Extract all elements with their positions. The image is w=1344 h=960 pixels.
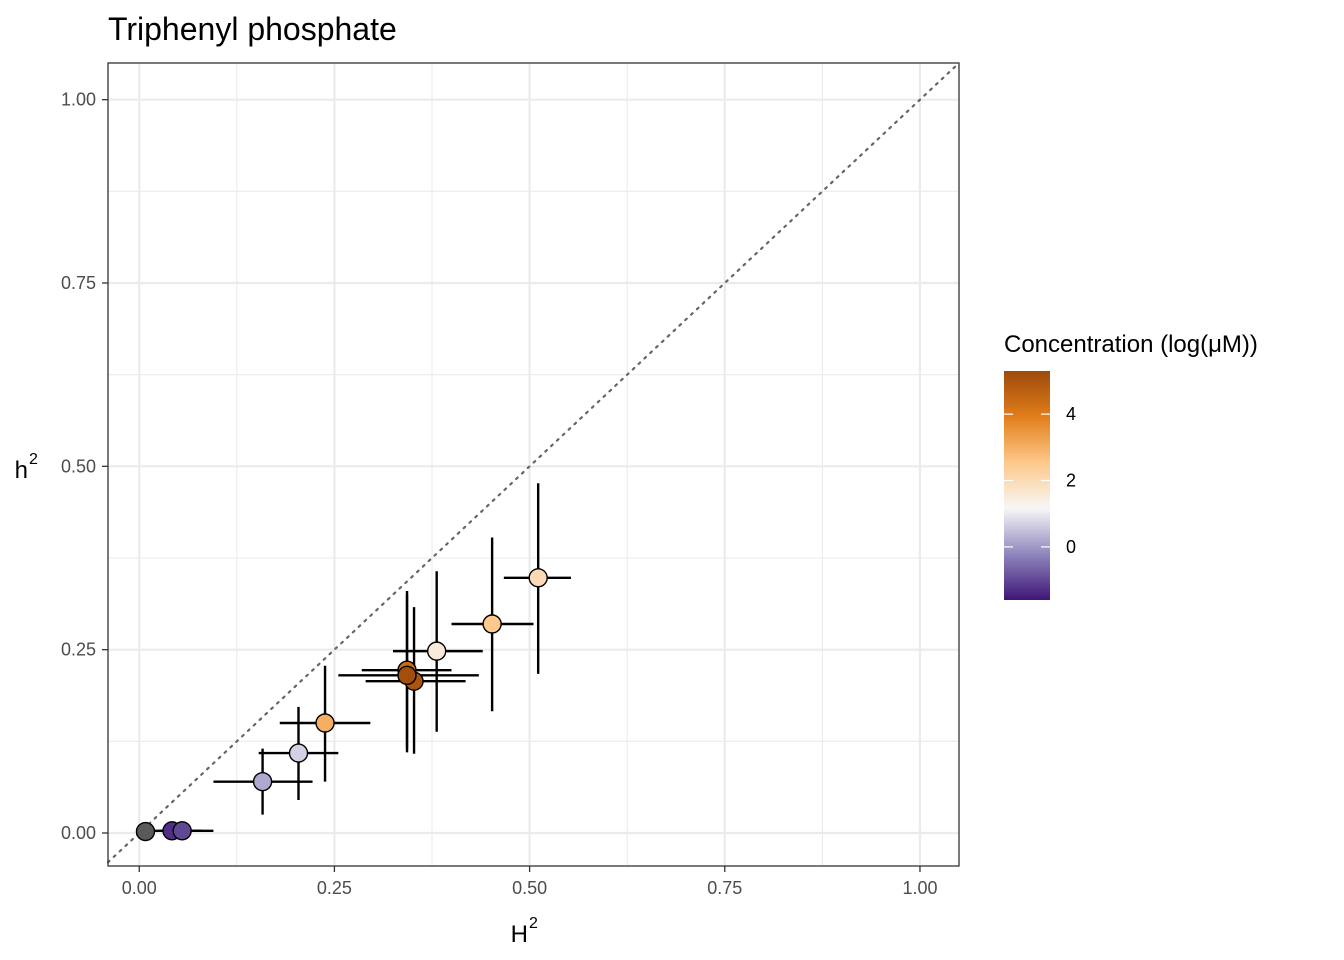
legend-colorbar — [1004, 371, 1050, 600]
x-axis-title-superscript: 2 — [529, 915, 538, 932]
x-axis-ticks: 0.00 0.25 0.50 0.75 1.00 — [122, 866, 937, 898]
x-tick-label: 0.00 — [122, 878, 157, 898]
legend-tick-label: 0 — [1066, 537, 1076, 557]
data-point — [315, 713, 335, 733]
identity-reference-line — [106, 61, 961, 864]
grid-major — [108, 63, 959, 866]
y-tick-label: 1.00 — [61, 90, 96, 110]
x-tick-label: 0.50 — [512, 878, 547, 898]
data-point — [135, 821, 156, 842]
data-point — [172, 821, 192, 841]
y-tick-label: 0.00 — [61, 823, 96, 843]
x-axis-title: H — [511, 921, 528, 948]
grid-minor — [108, 63, 959, 866]
legend-ticks: 0 2 4 — [1004, 404, 1076, 557]
x-tick-label: 1.00 — [902, 878, 937, 898]
data-point — [482, 614, 502, 634]
legend-title: Concentration (log(μM)) — [1004, 331, 1258, 358]
data-point — [528, 568, 548, 588]
legend-tick-label: 2 — [1066, 471, 1076, 491]
data-point — [288, 743, 309, 763]
x-tick-label: 0.25 — [317, 878, 352, 898]
y-tick-label: 0.25 — [61, 640, 96, 660]
y-axis-ticks: 0.00 0.25 0.50 0.75 1.00 — [61, 90, 108, 843]
plot-border — [107, 62, 960, 867]
y-tick-label: 0.50 — [61, 456, 96, 476]
data-point — [397, 665, 417, 686]
data-point — [426, 641, 447, 661]
plot-panel — [108, 63, 959, 866]
data-point — [252, 771, 273, 792]
chart-title: Triphenyl phosphate — [108, 11, 397, 47]
y-axis-title-superscript: 2 — [29, 451, 38, 468]
legend: Concentration (log(μM)) 0 2 4 — [1004, 331, 1258, 600]
y-tick-label: 0.75 — [61, 273, 96, 293]
y-axis-title: h — [15, 457, 28, 484]
legend-tick-label: 4 — [1066, 404, 1076, 424]
x-tick-label: 0.75 — [707, 878, 742, 898]
data-points — [135, 568, 548, 842]
